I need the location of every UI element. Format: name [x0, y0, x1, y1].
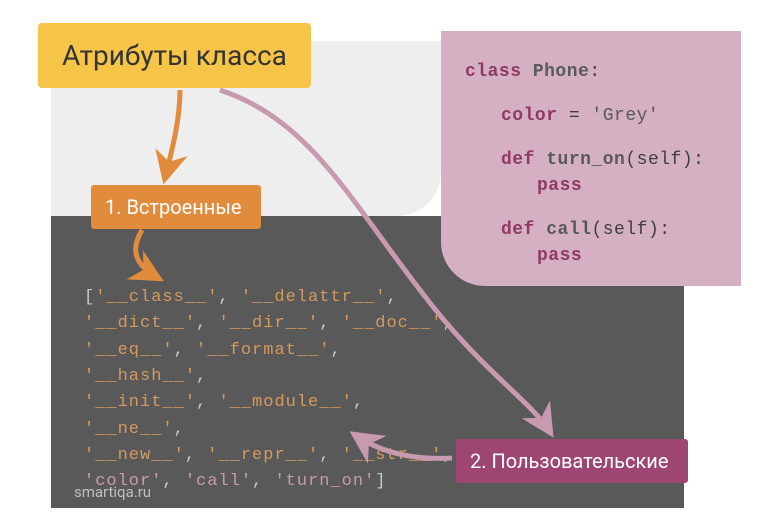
- code-line-attr: color = 'Grey': [501, 103, 717, 129]
- fn1-name: turn_on: [546, 150, 625, 170]
- list-row: '__new__', '__repr__', '__str__',: [84, 443, 464, 469]
- code-line-def2: def call(self):: [501, 217, 717, 243]
- list-row: '__eq__', '__format__', '__hash__',: [84, 338, 464, 391]
- code-panel: class Phone: color = 'Grey' def turn_on(…: [441, 31, 741, 286]
- kw-class: class: [465, 62, 522, 82]
- code-line-class: class Phone:: [465, 59, 717, 85]
- attr-list: ['__class__', '__delattr__', '__dict__',…: [84, 285, 464, 496]
- list-row: '__init__', '__module__', '__ne__',: [84, 390, 464, 443]
- diagram-canvas: class Phone: color = 'Grey' def turn_on(…: [0, 0, 768, 528]
- fn2-name: call: [546, 220, 591, 240]
- code-line-def1: def turn_on(self):: [501, 147, 717, 173]
- title-box: Атрибуты класса: [38, 23, 311, 88]
- list-row: ['__class__', '__delattr__',: [84, 285, 464, 311]
- attr-value: 'Grey': [591, 106, 659, 126]
- title-text: Атрибуты класса: [62, 39, 287, 72]
- builtin-label-box: 1. Встроенные: [91, 185, 261, 229]
- watermark: smartiqa.ru: [74, 483, 151, 501]
- code-line-pass1: pass: [537, 173, 717, 199]
- user-label-text: 2. Пользовательские: [470, 449, 668, 473]
- list-row: '__dict__', '__dir__', '__doc__',: [84, 311, 464, 337]
- code-line-pass2: pass: [537, 243, 717, 269]
- class-name: Phone: [533, 62, 590, 82]
- user-label-box: 2. Пользовательские: [456, 439, 688, 483]
- builtin-label-text: 1. Встроенные: [105, 195, 241, 219]
- attr-name: color: [501, 106, 558, 126]
